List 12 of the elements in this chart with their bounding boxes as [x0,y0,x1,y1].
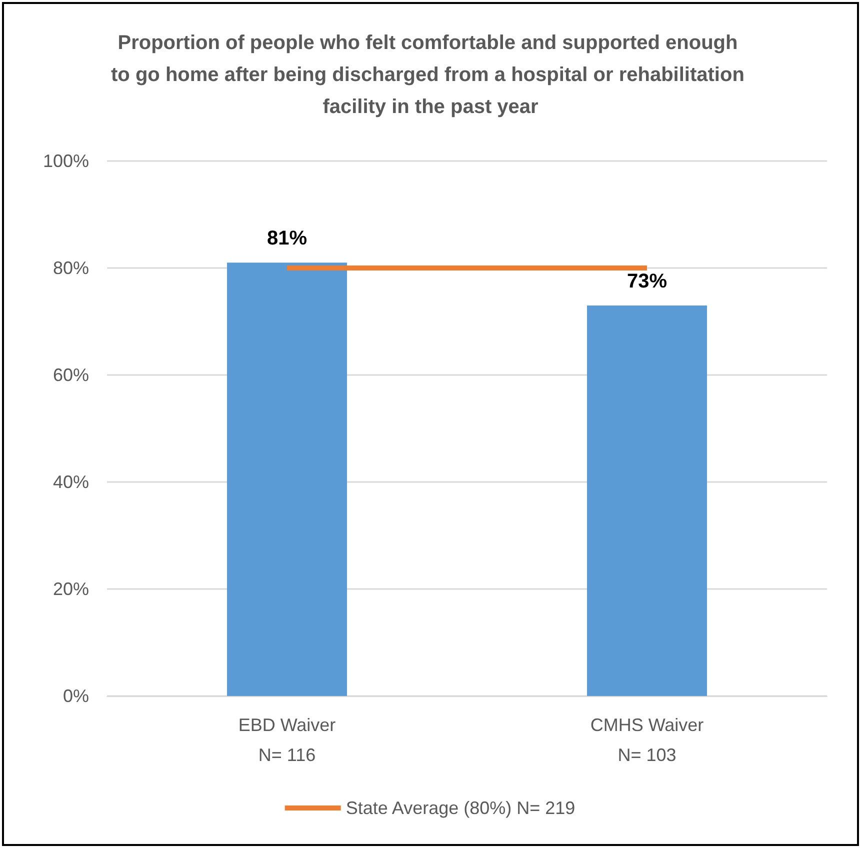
y-tick-label: 60% [52,365,89,385]
legend-label: State Average (80%) N= 219 [346,798,576,818]
chart-title: Proportion of people who felt comfortable and supported enough to go home after being discharged from a hospital or rehabilitation facility in the past year [111,32,750,118]
data-label: 73% [626,270,668,292]
data-label: 81% [266,228,308,250]
x-tick-label: CMHS Waiver N= 103 [590,715,704,765]
y-tick-label: 20% [52,579,89,599]
y-tick-label: 0% [62,686,89,706]
y-tick-label: 80% [52,258,89,278]
x-tick-label: EBD Waiver N= 116 [238,715,336,765]
y-tick-label: 100% [42,151,89,171]
y-tick-label: 40% [52,472,89,492]
